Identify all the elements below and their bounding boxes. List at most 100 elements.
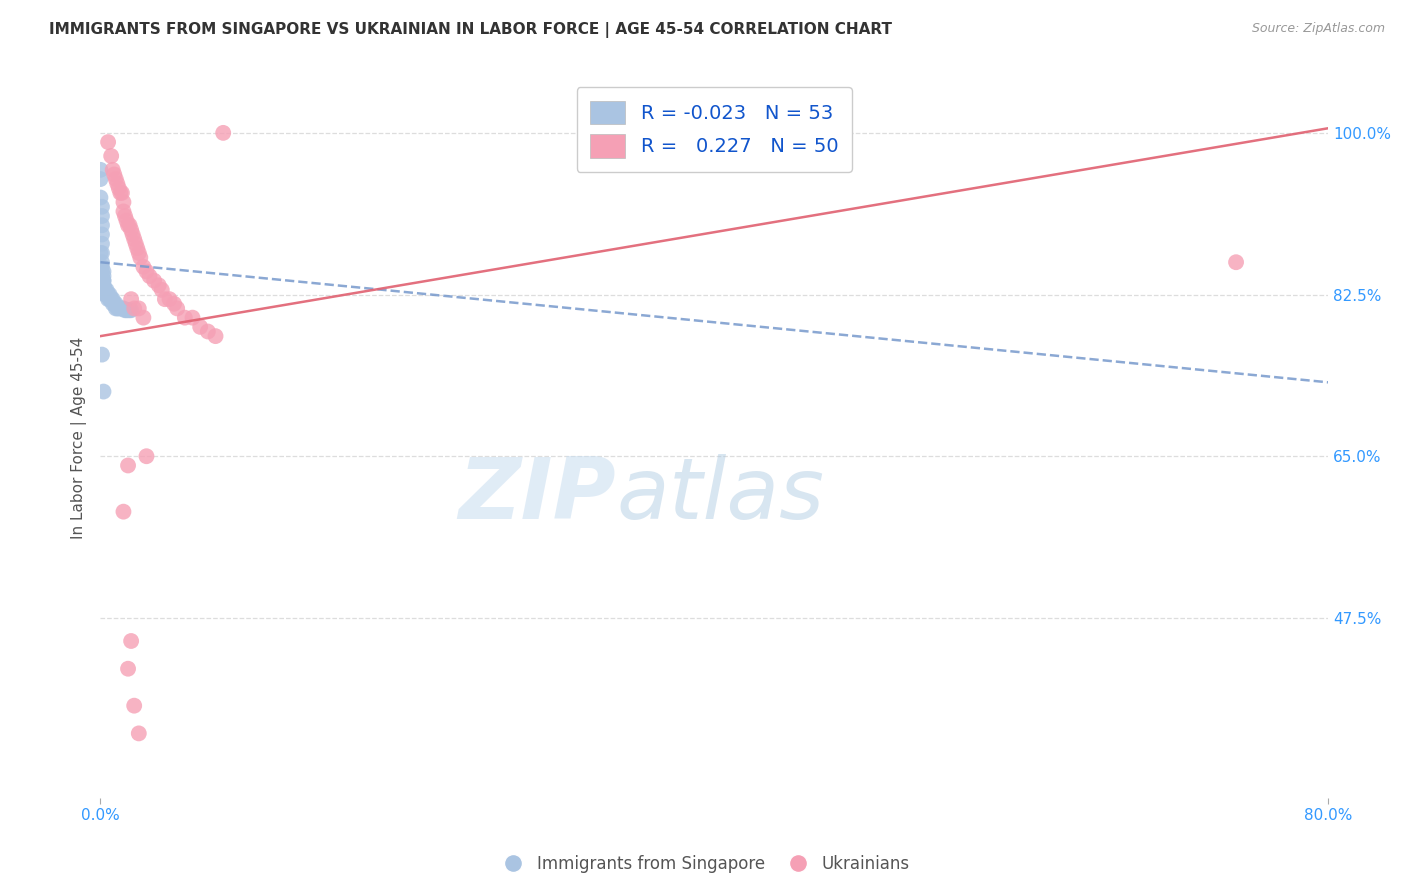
Point [129, 251, 152, 265]
Point [94, 283, 117, 297]
Point [100, 292, 122, 306]
Point [122, 698, 145, 713]
Point [91, 260, 114, 274]
Point [96, 287, 118, 301]
Point [91, 246, 114, 260]
Point [117, 303, 139, 318]
Point [103, 168, 125, 182]
Point [110, 186, 132, 200]
Point [97, 287, 120, 301]
Point [89, 162, 111, 177]
Point [91, 348, 114, 362]
Point [104, 297, 127, 311]
Point [135, 264, 157, 278]
Point [122, 232, 145, 246]
Point [93, 274, 115, 288]
Point [97, 287, 120, 301]
Point [120, 634, 142, 648]
Point [114, 209, 136, 223]
Point [112, 301, 135, 316]
Point [135, 449, 157, 463]
Point [91, 227, 114, 242]
Point [143, 274, 166, 288]
Point [118, 303, 141, 318]
Point [117, 662, 139, 676]
Point [111, 186, 134, 200]
Point [112, 195, 135, 210]
Point [94, 283, 117, 297]
Point [197, 325, 219, 339]
Text: ZIP: ZIP [458, 454, 616, 537]
Point [173, 310, 195, 325]
Point [120, 303, 142, 318]
Point [121, 227, 143, 242]
Point [94, 287, 117, 301]
Point [104, 172, 127, 186]
Point [100, 149, 122, 163]
Point [114, 303, 136, 318]
Text: atlas: atlas [616, 454, 824, 537]
Point [89, 172, 111, 186]
Point [115, 213, 138, 227]
Point [120, 292, 142, 306]
Point [101, 297, 124, 311]
Point [159, 292, 181, 306]
Point [110, 301, 132, 316]
Y-axis label: In Labor Force | Age 45-54: In Labor Force | Age 45-54 [72, 336, 87, 539]
Point [150, 283, 173, 297]
Point [112, 204, 135, 219]
Point [91, 264, 114, 278]
Point [93, 274, 115, 288]
Point [132, 310, 155, 325]
Point [103, 297, 125, 311]
Point [212, 126, 235, 140]
Point [105, 177, 128, 191]
Point [91, 255, 114, 269]
Legend: R = -0.023   N = 53, R =   0.227   N = 50: R = -0.023 N = 53, R = 0.227 N = 50 [576, 87, 852, 171]
Point [96, 283, 118, 297]
Point [108, 301, 131, 316]
Point [93, 278, 115, 293]
Point [111, 301, 134, 316]
Point [94, 283, 117, 297]
Point [128, 246, 150, 260]
Point [101, 292, 124, 306]
Point [89, 246, 111, 260]
Point [98, 287, 121, 301]
Point [93, 384, 115, 399]
Point [118, 219, 141, 233]
Point [94, 283, 117, 297]
Point [166, 301, 188, 316]
Point [122, 301, 145, 316]
Point [127, 241, 149, 255]
Point [117, 458, 139, 473]
Point [91, 209, 114, 223]
Point [89, 190, 111, 204]
Point [112, 505, 135, 519]
Point [96, 287, 118, 301]
Point [115, 303, 138, 318]
Point [108, 181, 131, 195]
Point [204, 329, 226, 343]
Point [138, 268, 160, 283]
Point [163, 297, 186, 311]
Point [93, 268, 115, 283]
Point [105, 301, 128, 316]
Point [128, 301, 150, 316]
Point [153, 292, 176, 306]
Point [97, 292, 120, 306]
Point [104, 301, 127, 316]
Point [93, 283, 115, 297]
Point [91, 236, 114, 251]
Point [93, 283, 115, 297]
Text: Source: ZipAtlas.com: Source: ZipAtlas.com [1251, 22, 1385, 36]
Point [97, 135, 120, 149]
Legend: Immigrants from Singapore, Ukrainians: Immigrants from Singapore, Ukrainians [489, 848, 917, 880]
Point [93, 278, 115, 293]
Point [91, 219, 114, 233]
Point [120, 223, 142, 237]
Text: IMMIGRANTS FROM SINGAPORE VS UKRAINIAN IN LABOR FORCE | AGE 45-54 CORRELATION CH: IMMIGRANTS FROM SINGAPORE VS UKRAINIAN I… [49, 22, 893, 38]
Point [125, 236, 148, 251]
Point [117, 219, 139, 233]
Point [100, 292, 122, 306]
